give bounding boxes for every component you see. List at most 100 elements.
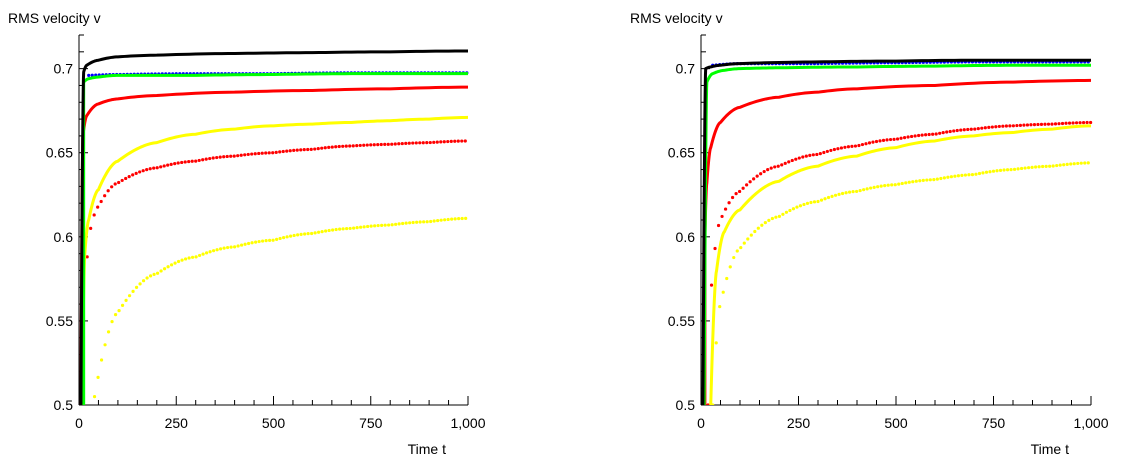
data-point	[369, 143, 373, 147]
series-line-6	[82, 72, 468, 405]
data-point	[1057, 122, 1061, 126]
data-point	[110, 185, 114, 189]
data-point	[1069, 162, 1073, 166]
data-point	[243, 153, 247, 157]
data-point	[963, 173, 968, 177]
data-point	[278, 150, 282, 154]
series-line-4	[79, 85, 469, 405]
data-point	[1055, 163, 1059, 168]
data-point	[1025, 123, 1030, 127]
data-point	[718, 305, 722, 309]
series-line-7	[701, 58, 1091, 405]
data-point	[323, 146, 327, 150]
data-point	[215, 248, 219, 252]
data-point	[994, 125, 998, 129]
data-point	[851, 190, 855, 194]
data-point	[415, 220, 419, 224]
data-point	[756, 226, 760, 230]
data-point	[397, 142, 401, 146]
data-point	[404, 141, 408, 145]
data-point	[432, 140, 436, 144]
x-tick-label: 750	[982, 415, 1006, 431]
data-point	[344, 144, 348, 148]
data-point	[1009, 167, 1013, 172]
data-point	[362, 225, 366, 229]
data-point	[306, 147, 310, 152]
data-point	[131, 173, 135, 177]
data-point	[211, 156, 215, 160]
data-point	[317, 230, 321, 234]
data-point	[938, 131, 942, 135]
data-point	[183, 257, 188, 261]
data-point	[990, 125, 994, 129]
data-point	[1050, 122, 1054, 126]
y-tick-label: 0.5	[676, 397, 696, 413]
data-point	[847, 190, 852, 194]
data-point	[855, 189, 859, 194]
data-point	[907, 180, 911, 184]
data-point	[781, 212, 785, 216]
data-point	[197, 253, 202, 258]
data-point	[138, 170, 142, 174]
data-point	[892, 137, 896, 141]
data-point	[253, 152, 257, 156]
data-point	[155, 166, 159, 170]
data-point	[1018, 123, 1023, 127]
y-tick-label: 0.5	[54, 397, 74, 413]
data-point	[194, 159, 198, 163]
data-point	[897, 182, 901, 186]
data-point	[769, 166, 773, 170]
data-point	[1030, 165, 1034, 169]
data-point	[886, 183, 890, 187]
x-tick-label: 500	[262, 415, 286, 431]
data-point	[788, 208, 792, 213]
data-point	[288, 149, 292, 153]
data-point	[784, 210, 789, 214]
data-point	[281, 149, 285, 154]
data-point	[767, 218, 771, 222]
data-point	[706, 403, 710, 405]
data-point	[145, 276, 149, 280]
data-point	[1032, 123, 1037, 127]
x-axis-label: Time t	[1031, 441, 1069, 457]
data-point	[295, 148, 299, 152]
data-point	[446, 217, 450, 222]
x-axis-label: Time t	[408, 441, 446, 457]
data-point	[324, 229, 328, 233]
data-point	[1019, 166, 1024, 171]
data-point	[945, 130, 949, 134]
data-point	[90, 73, 94, 77]
data-point	[721, 290, 725, 294]
data-point	[844, 191, 848, 195]
data-point	[463, 139, 467, 143]
data-point	[124, 176, 128, 181]
data-point	[1048, 164, 1052, 168]
data-point	[902, 136, 907, 140]
data-point	[1081, 120, 1086, 125]
data-point	[777, 214, 781, 218]
data-point	[808, 153, 812, 157]
data-point	[949, 175, 953, 179]
data-point	[380, 223, 384, 227]
data-point	[187, 256, 191, 260]
data-point	[881, 138, 886, 142]
series-dots-2	[82, 139, 467, 405]
data-point	[345, 226, 349, 231]
data-point	[226, 245, 230, 250]
data-point	[862, 188, 866, 192]
data-point	[320, 229, 324, 234]
data-point	[899, 136, 903, 140]
data-point	[341, 227, 345, 231]
data-point	[794, 157, 798, 161]
data-point	[1023, 166, 1027, 170]
data-point	[201, 158, 205, 162]
data-point	[728, 265, 732, 269]
data-point	[400, 141, 404, 146]
data-point	[428, 140, 432, 145]
data-point	[773, 165, 777, 169]
data-point	[418, 220, 422, 224]
chart-2: RMS velocity v 0 250 500 750 1,000 0.5 0.55 0.6 0…	[630, 10, 1109, 457]
data-point	[1043, 122, 1047, 126]
data-point	[379, 142, 383, 147]
data-point	[418, 141, 422, 145]
